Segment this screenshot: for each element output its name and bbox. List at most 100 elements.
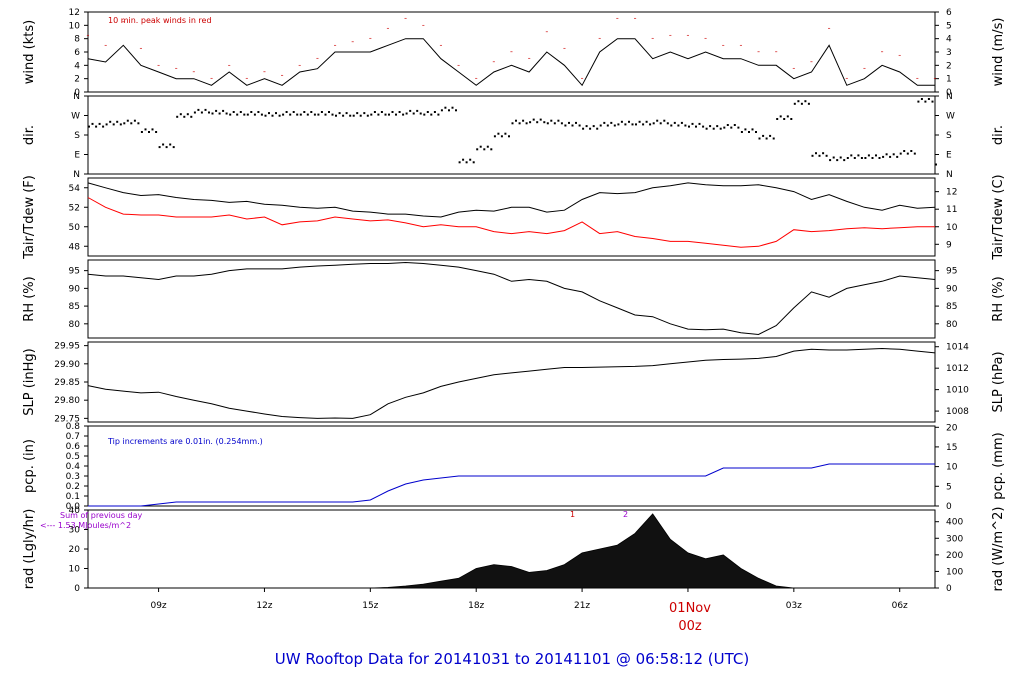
dir-point bbox=[628, 120, 630, 123]
dir-point bbox=[455, 109, 457, 112]
dir-point bbox=[490, 148, 493, 151]
dir-point bbox=[924, 100, 927, 103]
rad-sum-value: <--- 1.53 MJoules/m^2 bbox=[40, 521, 131, 530]
dir-point bbox=[426, 111, 429, 113]
dir-point bbox=[871, 157, 874, 159]
x-tick-label: 03z bbox=[786, 601, 802, 611]
wind-peak-mark: - bbox=[651, 34, 654, 43]
dir-point bbox=[525, 122, 528, 125]
wind-peak-mark: - bbox=[863, 64, 866, 73]
x-tick-label: 21z bbox=[574, 601, 590, 611]
wind-peak-mark: - bbox=[316, 54, 319, 63]
dir-point bbox=[144, 128, 147, 131]
pcp-right-label: pcp. (mm) bbox=[991, 432, 1006, 499]
dir-point bbox=[511, 122, 514, 125]
dir-point bbox=[818, 154, 821, 157]
dir-point bbox=[388, 113, 390, 116]
wind-tick-label: 8 bbox=[74, 35, 80, 45]
temp-tick-label: 54 bbox=[69, 184, 81, 194]
slp-tick-label: 29.90 bbox=[54, 360, 80, 370]
wind-peak-mark: - bbox=[598, 34, 601, 43]
dir-point bbox=[670, 124, 673, 127]
dir-point bbox=[190, 115, 193, 118]
dir-point bbox=[356, 112, 359, 115]
rad-tick-label: 100 bbox=[946, 567, 963, 577]
dir-point bbox=[737, 126, 740, 129]
dir-point bbox=[292, 111, 295, 113]
pcp-tick-label: 10 bbox=[946, 463, 958, 473]
rh-tick-label: 95 bbox=[946, 267, 957, 277]
dir-point bbox=[903, 150, 906, 152]
pcp-left-label: pcp. (in) bbox=[22, 439, 37, 493]
dir-point bbox=[719, 127, 722, 130]
x-tick-label: 06z bbox=[892, 601, 908, 611]
slp-tick-label: 29.80 bbox=[54, 396, 80, 406]
dir-point bbox=[88, 125, 90, 128]
dir-point bbox=[140, 131, 143, 133]
pcp-tick-label: 0.0 bbox=[66, 502, 81, 512]
dir-point bbox=[906, 152, 909, 155]
dir-point bbox=[536, 121, 539, 124]
rh-tick-label: 80 bbox=[946, 320, 958, 330]
dir-point bbox=[416, 109, 419, 112]
dir-point bbox=[395, 113, 397, 116]
dir-point bbox=[179, 113, 182, 116]
temp-tick-label: 9 bbox=[946, 240, 952, 250]
wind-tick-label: 4 bbox=[946, 35, 952, 45]
wind-peak-mark: - bbox=[775, 47, 778, 56]
dir-point bbox=[853, 157, 856, 159]
pcp-tick-label: 20 bbox=[946, 423, 958, 433]
rad-marker-2: 2 bbox=[623, 510, 628, 519]
dir-tick-label: S bbox=[74, 131, 80, 141]
wind-peak-mark: - bbox=[934, 74, 937, 83]
dir-point bbox=[875, 154, 877, 157]
rh-right-label: RH (%) bbox=[991, 276, 1006, 321]
rad-tick-label: 0 bbox=[74, 584, 80, 594]
wind-peak-mark: - bbox=[175, 64, 178, 73]
temp-tick-label: 12 bbox=[946, 188, 957, 198]
dir-point bbox=[320, 111, 323, 113]
dir-point bbox=[451, 106, 454, 109]
x-tick-label: 12z bbox=[256, 601, 272, 611]
wind-tick-label: 0 bbox=[74, 88, 80, 98]
dir-point bbox=[927, 98, 930, 100]
rh-series-line bbox=[87, 261, 936, 336]
wind-left-label: wind (kts) bbox=[22, 20, 37, 84]
dir-point bbox=[716, 125, 719, 128]
dir-point bbox=[546, 122, 549, 125]
dir-point bbox=[585, 125, 588, 128]
dir-point bbox=[105, 123, 108, 126]
wind-peak-mark: - bbox=[528, 54, 531, 63]
wind-peak-mark: - bbox=[157, 60, 160, 69]
dir-point bbox=[271, 114, 274, 117]
dir-point bbox=[232, 111, 235, 113]
dir-point bbox=[885, 153, 888, 156]
dir-point bbox=[680, 121, 683, 124]
wind-peak-mark: - bbox=[492, 57, 495, 66]
wind-series-line bbox=[87, 38, 935, 87]
dir-point bbox=[331, 113, 334, 116]
dir-point bbox=[522, 119, 525, 122]
wind-peak-mark: - bbox=[104, 40, 107, 49]
dir-point bbox=[596, 127, 599, 130]
dir-point bbox=[306, 113, 309, 116]
dir-point bbox=[486, 145, 489, 148]
dir-point bbox=[236, 113, 239, 116]
dir-point bbox=[222, 109, 225, 112]
wind-peak-mark: - bbox=[898, 50, 901, 59]
dir-point bbox=[613, 124, 616, 127]
dir-point bbox=[712, 127, 715, 130]
dir-point bbox=[148, 131, 150, 133]
dir-point bbox=[606, 124, 609, 127]
rh-tick-label: 80 bbox=[69, 320, 81, 330]
wind-peak-mark: - bbox=[757, 47, 760, 56]
dir-point bbox=[130, 122, 133, 125]
wind-peak-mark: - bbox=[281, 70, 284, 79]
dir-point bbox=[744, 128, 747, 131]
dir-point bbox=[109, 120, 112, 123]
slp-tick-label: 1012 bbox=[946, 364, 969, 374]
dir-point bbox=[133, 119, 136, 122]
dir-point bbox=[860, 157, 863, 159]
axes-and-series: 09z 12z 15z 18z 21z 03z 06z0246810120123456NES… bbox=[54, 8, 969, 611]
wind-peak-mark: - bbox=[334, 40, 337, 49]
